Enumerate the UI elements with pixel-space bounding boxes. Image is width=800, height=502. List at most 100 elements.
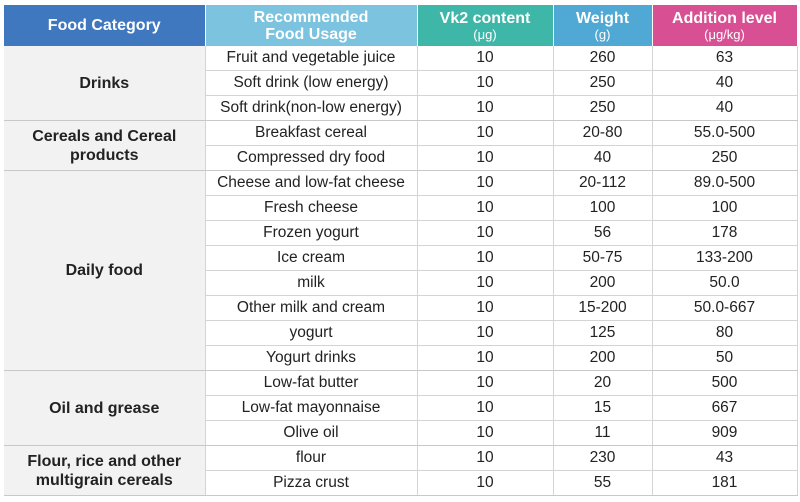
table-row: Ice cream 10 50-75 133-200 [4,245,798,271]
weight-cell: 11 [553,420,653,446]
vk2-cell: 10 [417,145,554,171]
addition-level-cell: 500 [652,370,798,396]
addition-level-cell: 80 [652,320,798,346]
weight-cell: 200 [553,270,653,296]
table-row: Daily food Cheese and low-fat cheese 10 20-… [4,170,798,371]
table-row: Yogurt drinks 10 200 50 [4,345,798,371]
table-row: Frozen yogurt 10 56 178 [4,220,798,246]
usage-cell: Fresh cheese [205,195,418,221]
usage-cell: Ice cream [205,245,418,271]
addition-level-cell: 43 [652,445,798,471]
table-row: Drinks Fruit and vegetable juice 10 260 63 [4,46,798,121]
food-category-cell: Drinks [4,46,206,121]
weight-cell: 20-80 [553,120,653,146]
vk2-cell: 10 [417,320,554,346]
usage-cell: Breakfast cereal [205,120,418,146]
food-category-cell: Cereals and Cereal products [4,120,206,171]
table-row: Pizza crust 10 55 181 [4,470,798,496]
header-row: Food Category Recommended Food Usage Vk2… [4,5,798,46]
weight-cell: 20-112 [553,170,653,196]
vk2-food-table: Food Category Recommended Food Usage Vk2… [4,5,798,496]
table-row: Low-fat mayonnaise 10 15 667 [4,395,798,421]
header-recommended-usage: Recommended Food Usage [205,5,418,46]
vk2-cell: 10 [417,395,554,421]
weight-cell: 56 [553,220,653,246]
weight-cell: 250 [553,95,653,121]
addition-level-cell: 40 [652,95,798,121]
vk2-cell: 10 [417,70,554,96]
usage-cell: Frozen yogurt [205,220,418,246]
header-weight: Weight (g) [553,5,653,46]
weight-cell: 15 [553,395,653,421]
header-addition-level: Addition level (μg/kg) [652,5,798,46]
usage-cell: Low-fat mayonnaise [205,395,418,421]
weight-cell: 40 [553,145,653,171]
weight-cell: 100 [553,195,653,221]
usage-cell: Olive oil [205,420,418,446]
addition-level-cell: 133-200 [652,245,798,271]
vk2-cell: 10 [417,195,554,221]
usage-cell: Low-fat butter [205,370,418,396]
vk2-cell: 10 [417,370,554,396]
addition-level-cell: 55.0-500 [652,120,798,146]
usage-cell: Soft drink(non-low energy) [205,95,418,121]
usage-cell: Other milk and cream [205,295,418,321]
table-row: Cereals and Cereal products Breakfast cer… [4,120,798,171]
vk2-cell: 10 [417,170,554,196]
addition-level-cell: 100 [652,195,798,221]
addition-level-cell: 89.0-500 [652,170,798,196]
table-row: yogurt 10 125 80 [4,320,798,346]
table-row: Other milk and cream 10 15-200 50.0-667 [4,295,798,321]
usage-cell: Fruit and vegetable juice [205,46,418,71]
usage-cell: milk [205,270,418,296]
addition-level-cell: 50.0-667 [652,295,798,321]
weight-cell: 20 [553,370,653,396]
vk2-cell: 10 [417,345,554,371]
table-row: Compressed dry food 10 40 250 [4,145,798,171]
table-row: Flour, rice and other multigrain cereals… [4,445,798,496]
food-category-cell: Daily food [4,170,206,371]
vk2-cell: 10 [417,245,554,271]
table-row: Olive oil 10 11 909 [4,420,798,446]
usage-cell: flour [205,445,418,471]
addition-level-cell: 63 [652,46,798,71]
vk2-cell: 10 [417,46,554,71]
usage-cell: Compressed dry food [205,145,418,171]
vk2-cell: 10 [417,470,554,496]
table-row: Oil and grease Low-fat butter 10 20 500 [4,370,798,446]
vk2-cell: 10 [417,420,554,446]
vk2-cell: 10 [417,270,554,296]
weight-cell: 50-75 [553,245,653,271]
weight-cell: 200 [553,345,653,371]
weight-cell: 15-200 [553,295,653,321]
usage-cell: yogurt [205,320,418,346]
table-row: Soft drink(non-low energy) 10 250 40 [4,95,798,121]
usage-cell: Yogurt drinks [205,345,418,371]
vk2-cell: 10 [417,295,554,321]
food-category-cell: Flour, rice and other multigrain cereals [4,445,206,496]
usage-cell: Pizza crust [205,470,418,496]
addition-level-cell: 40 [652,70,798,96]
addition-level-cell: 178 [652,220,798,246]
weight-cell: 55 [553,470,653,496]
addition-level-cell: 181 [652,470,798,496]
weight-cell: 125 [553,320,653,346]
weight-cell: 250 [553,70,653,96]
usage-cell: Cheese and low-fat cheese [205,170,418,196]
addition-level-cell: 909 [652,420,798,446]
vk2-cell: 10 [417,120,554,146]
weight-cell: 260 [553,46,653,71]
header-food-category: Food Category [4,5,206,46]
table-row: milk 10 200 50.0 [4,270,798,296]
addition-level-cell: 250 [652,145,798,171]
vk2-cell: 10 [417,95,554,121]
vk2-cell: 10 [417,220,554,246]
table-row: Soft drink (low energy) 10 250 40 [4,70,798,96]
header-vk2-content: Vk2 content (μg) [417,5,554,46]
weight-cell: 230 [553,445,653,471]
vk2-cell: 10 [417,445,554,471]
addition-level-cell: 50.0 [652,270,798,296]
usage-cell: Soft drink (low energy) [205,70,418,96]
food-category-cell: Oil and grease [4,370,206,446]
addition-level-cell: 667 [652,395,798,421]
